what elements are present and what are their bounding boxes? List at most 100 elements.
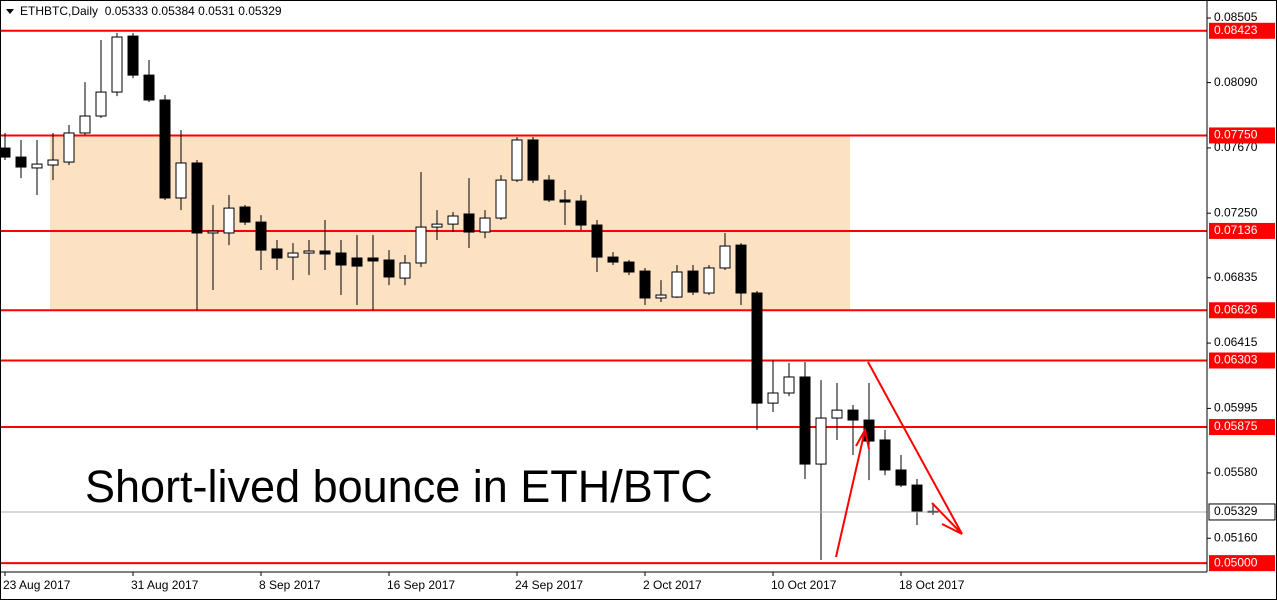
candle-body xyxy=(287,252,299,258)
candle-body xyxy=(591,224,603,258)
candle-body xyxy=(351,257,363,267)
y-tick-label: 0.05580 xyxy=(1214,465,1258,479)
level-label: 0.05875 xyxy=(1214,419,1258,433)
level-label-box xyxy=(1209,352,1275,369)
candle-body xyxy=(303,250,315,254)
level-label: 0.07136 xyxy=(1214,223,1258,237)
x-tick-label: 8 Sep 2017 xyxy=(259,578,321,592)
y-tick-label: 0.08090 xyxy=(1214,75,1258,89)
level-label-box xyxy=(1209,419,1275,436)
candle-body xyxy=(703,267,715,294)
candle-body xyxy=(191,162,203,234)
last-price-box xyxy=(1208,503,1276,521)
level-label-box xyxy=(1209,22,1275,39)
y-tick-label: 0.05995 xyxy=(1214,401,1258,415)
candle-body xyxy=(0,147,11,158)
y-tick-label: 0.07250 xyxy=(1214,205,1258,219)
level-label-box xyxy=(1209,302,1275,319)
candle-body xyxy=(671,271,683,298)
x-tick-label: 24 Sep 2017 xyxy=(515,578,583,592)
arrow-head xyxy=(855,427,870,450)
candle-body xyxy=(815,417,827,465)
candle-body xyxy=(511,139,523,181)
menu-triangle xyxy=(6,9,14,14)
candle-body xyxy=(63,132,75,163)
candle-body xyxy=(415,226,427,264)
x-tick-label: 10 Oct 2017 xyxy=(771,578,837,592)
y-tick-label: 0.07670 xyxy=(1214,140,1258,154)
candle-body xyxy=(159,99,171,199)
candle-body xyxy=(367,257,379,262)
x-tick-label: 23 Aug 2017 xyxy=(3,578,71,592)
candle-body xyxy=(79,115,91,134)
candle-body xyxy=(767,392,779,404)
candle-body xyxy=(207,230,219,234)
candle-body xyxy=(735,244,747,294)
arrow-down xyxy=(867,361,963,535)
candle-body xyxy=(719,245,731,269)
candle-body xyxy=(751,292,763,404)
candle-body xyxy=(111,36,123,93)
header: ETHBTC,Daily 0.05333 0.05384 0.0531 0.05… xyxy=(20,4,282,18)
low: 0.0531 xyxy=(198,4,235,18)
candle-body xyxy=(447,215,459,225)
high: 0.05384 xyxy=(151,4,195,18)
x-tick-label: 16 Sep 2017 xyxy=(387,578,455,592)
candle-body xyxy=(543,179,555,201)
y-tick-label: 0.06415 xyxy=(1214,335,1258,349)
candle-body xyxy=(95,91,107,117)
candle-body xyxy=(127,35,139,76)
level-label: 0.07750 xyxy=(1214,128,1258,142)
level-layer xyxy=(0,29,1207,565)
candle-body xyxy=(239,206,251,223)
level-label-box xyxy=(1209,127,1275,144)
candle-body xyxy=(799,376,811,465)
candle-body xyxy=(879,439,891,471)
candle-body xyxy=(47,159,59,166)
candle-body xyxy=(143,74,155,101)
level-label: 0.06626 xyxy=(1214,302,1258,316)
level-label: 0.05000 xyxy=(1214,555,1258,569)
candle-body xyxy=(911,484,923,513)
candle-body xyxy=(319,250,331,255)
y-tick-label: 0.06835 xyxy=(1214,270,1258,284)
candle-body xyxy=(495,179,507,219)
candle-body xyxy=(847,409,859,421)
arrow-head xyxy=(931,502,963,535)
level-label: 0.08423 xyxy=(1214,23,1258,37)
candle-body xyxy=(527,139,539,181)
arrow-up xyxy=(835,429,866,558)
y-tick-label: 0.05160 xyxy=(1214,530,1258,544)
candle-layer xyxy=(0,32,1207,561)
candle-body xyxy=(895,469,907,486)
y-tick-label: 0.08505 xyxy=(1214,10,1258,24)
candle-body xyxy=(575,200,587,226)
arrows xyxy=(835,361,963,558)
level-label-box xyxy=(1209,555,1275,572)
candle-body xyxy=(31,163,43,169)
candle-body xyxy=(431,223,443,228)
annotation: Short-lived bounce in ETH/BTC xyxy=(85,461,713,512)
candle-body xyxy=(783,376,795,394)
candle-body xyxy=(639,270,651,299)
candle-body xyxy=(383,259,395,278)
open: 0.05333 xyxy=(105,4,149,18)
level-label-box xyxy=(1209,222,1275,239)
candle-body xyxy=(559,199,571,203)
candle-body xyxy=(463,213,475,233)
candle-body xyxy=(655,294,667,299)
x-tick-label: 18 Oct 2017 xyxy=(899,578,965,592)
candle-body xyxy=(223,207,235,234)
candle-body xyxy=(399,262,411,279)
last-price-label: 0.05329 xyxy=(1214,504,1258,518)
symbol: ETHBTC,Daily xyxy=(20,4,98,18)
x-tick-label: 31 Aug 2017 xyxy=(131,578,199,592)
candle-body xyxy=(175,162,187,199)
candle-body xyxy=(15,156,27,168)
candle-body xyxy=(687,270,699,293)
candle-body xyxy=(271,248,283,259)
level-label: 0.06303 xyxy=(1214,353,1258,367)
candle-body xyxy=(623,261,635,273)
candle-body xyxy=(335,252,347,266)
